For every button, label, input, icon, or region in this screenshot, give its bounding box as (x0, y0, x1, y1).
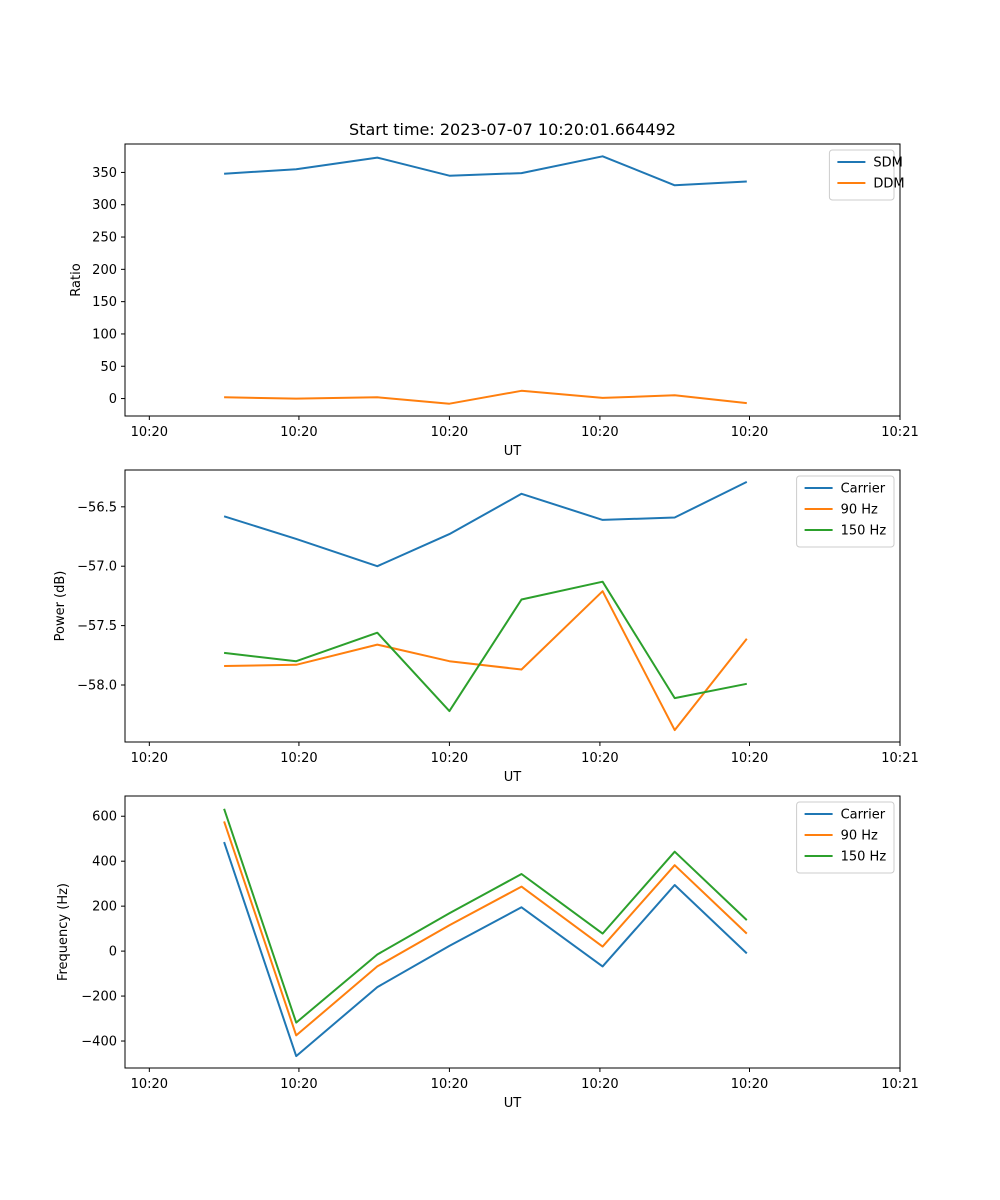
y-tick-label: 0 (109, 945, 117, 960)
chart-title: Start time: 2023-07-07 10:20:01.664492 (349, 120, 676, 139)
series-line-90-hz (224, 590, 748, 732)
y-axis-label: Ratio (69, 263, 84, 296)
series-line-ddm (224, 389, 747, 405)
y-tick-label: 100 (92, 327, 117, 342)
subplot-3: 10:20 10:20 10:20 10:20 10:20 10:21 −400 −200 0 2… (56, 795, 919, 1111)
y-tick-label: −57.0 (77, 560, 117, 575)
y-tick-label: −56.5 (77, 500, 117, 515)
legend-label: Carrier (841, 482, 886, 497)
x-tick-label: 10:20 (131, 751, 168, 766)
y-tick-label: 250 (92, 231, 117, 246)
legend-label: 90 Hz (841, 829, 878, 844)
x-tick-label: 10:20 (431, 425, 468, 440)
y-tick-label: 200 (92, 900, 117, 915)
x-tick-label: 10:20 (280, 1077, 317, 1092)
y-tick-label: 50 (100, 360, 117, 375)
x-tick-label: 10:20 (431, 1077, 468, 1092)
plot-area (124, 795, 901, 1069)
legend: Carrier 90 Hz 150 Hz (796, 801, 895, 874)
x-tick-label: 10:21 (881, 1077, 918, 1092)
y-tick-label: 200 (92, 263, 117, 278)
plot-area (124, 469, 901, 743)
series-line-150-hz (223, 808, 748, 1024)
x-tick-label: 10:20 (731, 751, 768, 766)
y-axis-label: Frequency (Hz) (56, 883, 71, 981)
subplot-1: Start time: 2023-07-07 10:20:01.664492 10… (69, 120, 919, 459)
legend-label: Carrier (841, 808, 886, 823)
series-line-carrier (223, 481, 748, 568)
legend-label: 150 Hz (841, 524, 887, 539)
y-tick-label: 150 (92, 295, 117, 310)
y-tick-label: −57.5 (77, 619, 117, 634)
x-axis-label: UT (504, 1096, 522, 1111)
subplot-2: 10:20 10:20 10:20 10:20 10:20 10:21 −58.0 −57.5… (53, 469, 919, 785)
y-tick-label: 300 (92, 198, 117, 213)
series-line-90-hz (223, 821, 748, 1037)
x-tick-label: 10:20 (131, 1077, 168, 1092)
y-tick-label: −400 (81, 1035, 117, 1050)
series-line-150-hz (223, 580, 747, 713)
x-tick-label: 10:20 (581, 751, 618, 766)
x-tick-label: 10:20 (581, 1077, 618, 1092)
y-tick-label: 350 (92, 166, 117, 181)
x-tick-label: 10:20 (431, 751, 468, 766)
x-tick-label: 10:20 (731, 1077, 768, 1092)
y-tick-label: 400 (92, 855, 117, 870)
y-tick-label: −58.0 (77, 678, 117, 693)
legend-label: SDM (873, 156, 902, 171)
series-line-sdm (224, 155, 747, 187)
y-tick-label: −200 (81, 990, 117, 1005)
legend-label: DDM (873, 177, 904, 192)
x-tick-label: 10:21 (881, 425, 918, 440)
legend: SDM DDM (828, 149, 905, 201)
x-axis-label: UT (504, 770, 522, 785)
x-axis-label: UT (504, 444, 522, 459)
y-tick-label: 0 (109, 392, 117, 407)
x-tick-label: 10:20 (131, 425, 168, 440)
legend-label: 150 Hz (841, 850, 887, 865)
plot-area (124, 143, 901, 417)
y-axis-label: Power (dB) (53, 571, 68, 642)
x-tick-label: 10:20 (280, 425, 317, 440)
x-tick-label: 10:20 (581, 425, 618, 440)
y-tick-label: 600 (92, 810, 117, 825)
x-tick-label: 10:20 (731, 425, 768, 440)
legend-label: 90 Hz (841, 503, 878, 518)
series-line-carrier (223, 841, 748, 1058)
legend: Carrier 90 Hz 150 Hz (796, 475, 895, 548)
x-tick-label: 10:21 (881, 751, 918, 766)
x-tick-label: 10:20 (280, 751, 317, 766)
